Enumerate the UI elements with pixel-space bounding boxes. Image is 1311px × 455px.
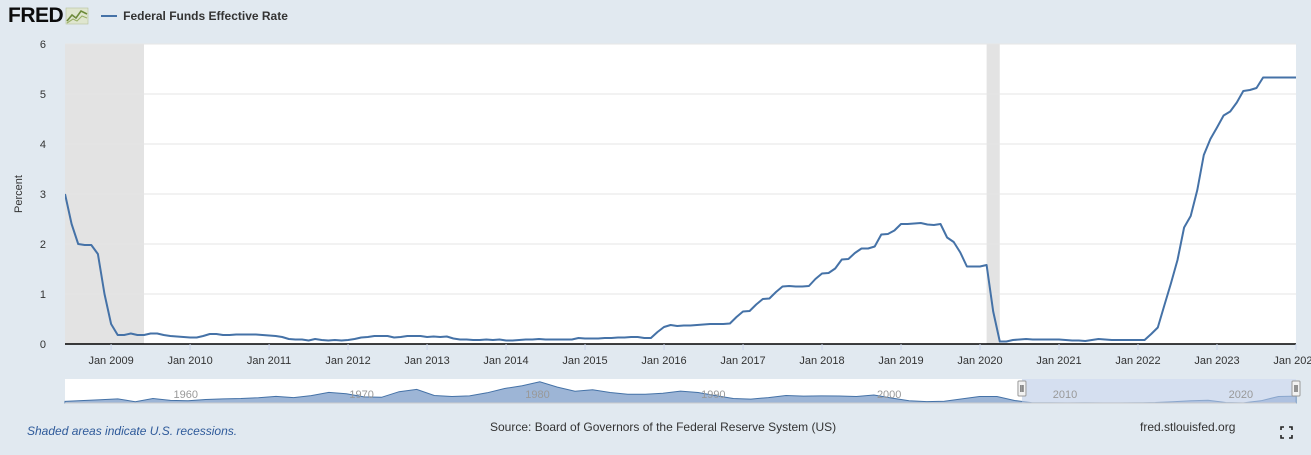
navigator-handle-left[interactable]: [1017, 380, 1027, 397]
x-tick-label: Jan 2021: [1036, 355, 1081, 367]
fred-line-chart[interactable]: 0 1 2 3 4 5 6 Percent Jan 2009 Jan 2010 Jan 2011 Ja…: [0, 0, 1311, 415]
x-tick-label: Jan 2022: [1115, 355, 1160, 367]
y-tick-label: 2: [40, 239, 46, 251]
navigator-tick-label: 2010: [1053, 389, 1077, 401]
series-line: [65, 76, 1296, 343]
navigator-handle-right[interactable]: [1291, 380, 1301, 397]
navigator-tick-label: 1990: [701, 389, 725, 401]
fullscreen-icon[interactable]: [1280, 426, 1293, 439]
x-tick-label: Jan 2015: [562, 355, 607, 367]
fred-chart-logo-icon: [65, 7, 89, 25]
y-tick-label: 5: [40, 89, 46, 101]
navigator-tick-label: 2020: [1229, 389, 1253, 401]
y-tick-label: 6: [40, 39, 46, 51]
x-tick-label: Jan 2020: [957, 355, 1002, 367]
x-tick-label: Jan 2019: [878, 355, 923, 367]
x-tick-label: Jan 2016: [641, 355, 686, 367]
legend-line-swatch: [101, 15, 118, 17]
x-tick-label: Jan 2023: [1194, 355, 1239, 367]
recession-note: Shaded areas indicate U.S. recessions.: [27, 424, 238, 438]
y-tick-label: 4: [40, 139, 46, 151]
y-axis-label: Percent: [13, 175, 25, 213]
x-tick-label: Jan 2011: [247, 355, 291, 367]
x-tick-label: Jan 2024: [1273, 355, 1311, 367]
navigator-tick-label: 1970: [349, 389, 373, 401]
navigator-tick-label: 1980: [525, 389, 549, 401]
x-tick-label: Jan 2014: [483, 355, 528, 367]
chart-header: FRED Federal Funds Effective Rate: [8, 4, 288, 28]
y-tick-label: 1: [40, 289, 46, 301]
source-text: Source: Board of Governors of the Federa…: [490, 420, 837, 434]
y-tick-label: 3: [40, 189, 46, 201]
navigator-selection: [1021, 379, 1296, 403]
x-tick-label: Jan 2012: [325, 355, 370, 367]
y-tick-label: 0: [40, 339, 46, 351]
x-tick-label: Jan 2013: [404, 355, 449, 367]
site-link[interactable]: fred.stlouisfed.org: [1140, 420, 1236, 434]
fred-logo[interactable]: FRED: [8, 4, 64, 27]
x-tick-label: Jan 2018: [799, 355, 844, 367]
chart-legend[interactable]: Federal Funds Effective Rate: [101, 9, 288, 23]
navigator-tick-label: 2000: [877, 389, 901, 401]
x-tick-label: Jan 2017: [720, 355, 765, 367]
navigator-handle-body: [1017, 380, 1027, 397]
x-tick-label: Jan 2010: [167, 355, 212, 367]
x-tick-label: Jan 2009: [88, 355, 133, 367]
navigator-handle-body: [1291, 380, 1301, 397]
legend-label: Federal Funds Effective Rate: [123, 9, 288, 23]
navigator-tick-label: 1960: [174, 389, 198, 401]
